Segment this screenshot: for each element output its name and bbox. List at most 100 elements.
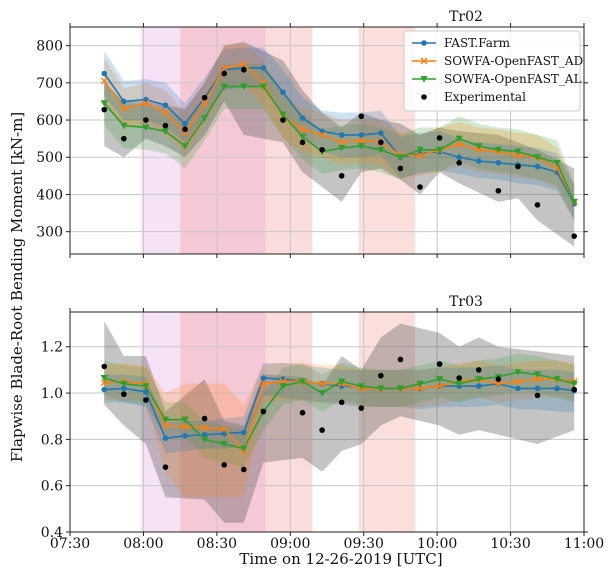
data-point-experimental — [436, 361, 443, 367]
data-point-experimental — [378, 139, 384, 146]
data-point-sowfa-openfast-al — [201, 115, 209, 122]
data-point-sowfa-openfast-ad — [142, 99, 150, 107]
y-tick-label: 800 — [36, 39, 63, 55]
data-point-fast-farm — [143, 389, 149, 395]
data-point-experimental — [571, 233, 578, 239]
data-point-sowfa-openfast-ad — [514, 151, 522, 159]
data-point-experimental — [319, 147, 325, 153]
data-point-sowfa-openfast-al — [338, 378, 346, 386]
x-tick-label: 07:30 — [50, 536, 90, 552]
data-point-sowfa-openfast-al — [494, 146, 502, 154]
data-point-fast-farm — [456, 154, 462, 161]
data-point-sowfa-openfast-ad — [201, 99, 209, 107]
x-axis-label: Time on 12-26-2019 [UTC] — [239, 550, 442, 568]
data-point-experimental — [495, 376, 502, 382]
data-point-sowfa-openfast-al — [161, 416, 170, 424]
data-point-fast-farm — [475, 158, 482, 164]
data-point-sowfa-openfast-al — [357, 143, 365, 150]
data-point-sowfa-openfast-al — [279, 383, 287, 390]
data-point-experimental — [221, 70, 227, 77]
data-point-experimental — [221, 462, 227, 468]
data-point-fast-farm — [101, 386, 108, 393]
data-point-fast-farm — [554, 385, 560, 392]
data-point-sowfa-openfast-al — [553, 159, 561, 167]
data-point-experimental — [299, 139, 306, 146]
data-point-fast-farm — [162, 435, 169, 442]
data-point-sowfa-openfast-al — [570, 380, 578, 388]
data-point-sowfa-openfast-al — [298, 378, 307, 386]
data-point-experimental — [338, 399, 345, 406]
data-point-sowfa-openfast-al — [338, 144, 346, 152]
data-point-sowfa-openfast-al — [240, 445, 248, 453]
data-point-sowfa-openfast-al — [279, 111, 287, 119]
data-point-sowfa-openfast-al — [455, 135, 463, 143]
y-tick-label: 400 — [36, 187, 63, 203]
data-point-sowfa-openfast-ad — [436, 382, 444, 390]
data-point-experimental — [475, 367, 482, 373]
data-point-sowfa-openfast-al — [396, 385, 405, 393]
legend-box — [403, 30, 581, 112]
data-point-experimental — [121, 391, 127, 398]
data-point-experimental — [338, 173, 345, 179]
y-tick-label: 600 — [36, 113, 63, 129]
data-point-sowfa-openfast-ad — [416, 384, 424, 392]
data-point-sowfa-openfast-al — [514, 148, 522, 156]
legend-marker-experimental — [421, 94, 427, 100]
data-point-fast-farm — [280, 89, 286, 95]
data-point-sowfa-openfast-al — [570, 198, 578, 206]
data-point-sowfa-openfast-al — [181, 416, 189, 424]
data-point-sowfa-openfast-ad — [100, 77, 108, 85]
data-point-sowfa-openfast-ad — [455, 140, 463, 148]
data-point-sowfa-openfast-al — [416, 380, 424, 388]
data-point-fast-farm — [260, 375, 267, 381]
data-point-sowfa-openfast-al — [514, 369, 522, 376]
data-point-sowfa-openfast-al — [298, 133, 307, 141]
data-point-sowfa-openfast-ad — [357, 137, 365, 144]
data-point-sowfa-openfast-ad — [514, 377, 522, 385]
plot-frame — [69, 311, 585, 533]
data-point-sowfa-openfast-al — [475, 376, 483, 383]
y-tick-label: 1.0 — [41, 386, 63, 402]
data-point-fast-farm — [182, 120, 188, 127]
data-point-sowfa-openfast-ad — [161, 421, 169, 429]
shaded-interval-3 — [265, 312, 313, 532]
data-point-sowfa-openfast-al — [181, 143, 189, 150]
data-point-fast-farm — [240, 429, 247, 436]
shaded-interval-1 — [140, 312, 181, 532]
data-point-sowfa-openfast-ad — [318, 131, 326, 139]
y-tick-label: 700 — [36, 76, 63, 92]
data-point-sowfa-openfast-al — [161, 128, 170, 135]
data-point-sowfa-openfast-al — [533, 371, 542, 379]
data-point-experimental — [534, 202, 541, 208]
y-tick-label: 0.6 — [41, 479, 63, 495]
data-point-sowfa-openfast-al — [220, 441, 228, 448]
data-point-sowfa-openfast-ad — [299, 125, 307, 133]
data-point-sowfa-openfast-al — [475, 143, 483, 150]
x-tick-label: 08:00 — [123, 536, 163, 552]
data-point-experimental — [397, 165, 404, 172]
data-point-experimental — [121, 135, 127, 142]
y-tick-label: 500 — [36, 150, 63, 166]
data-point-experimental — [495, 187, 502, 194]
x-tick-label: 09:30 — [344, 536, 384, 552]
data-point-fast-farm — [338, 132, 345, 138]
data-point-sowfa-openfast-ad — [240, 60, 248, 68]
data-point-sowfa-openfast-al — [416, 146, 424, 154]
legend-label-fast-farm: FAST.Farm — [444, 36, 511, 50]
data-point-experimental — [571, 386, 578, 393]
data-point-fast-farm — [101, 70, 108, 77]
data-point-sowfa-openfast-al — [533, 154, 542, 161]
panel-title: Tr03 — [449, 294, 483, 310]
shaded-interval-4 — [358, 312, 416, 532]
data-point-sowfa-openfast-al — [553, 376, 561, 383]
data-point-fast-farm — [121, 385, 127, 392]
data-point-experimental — [240, 66, 247, 73]
data-point-experimental — [534, 392, 541, 399]
data-point-sowfa-openfast-ad — [100, 379, 108, 387]
data-point-fast-farm — [260, 65, 267, 71]
data-point-experimental — [260, 408, 267, 415]
data-point-fast-farm — [495, 160, 502, 166]
data-point-sowfa-openfast-al — [318, 390, 326, 397]
data-point-sowfa-openfast-al — [455, 380, 463, 388]
